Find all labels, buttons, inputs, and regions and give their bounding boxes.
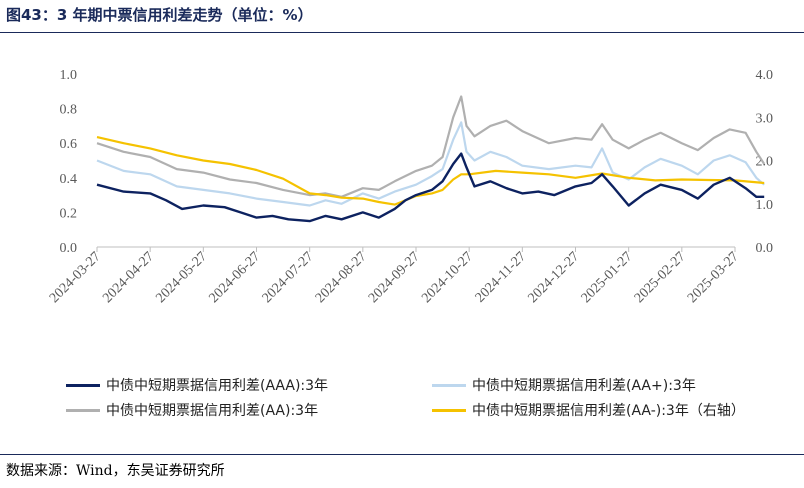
legend-label-aa-plus: 中债中短期票据信用利差(AA+):3年	[472, 378, 696, 394]
series-line-aa	[96, 95, 766, 198]
bottom-rule	[0, 454, 804, 455]
x-tick-label: 2024-09-27	[366, 249, 423, 306]
legend: 中债中短期票据信用利差(AAA):3年 中债中短期票据信用利差(AA+):3年 …	[0, 360, 804, 420]
x-tick-label: 2024-11-27	[473, 249, 529, 305]
source-note: 数据来源：Wind，东吴证券研究所	[6, 463, 225, 479]
x-tick-label: 2024-08-27	[313, 249, 370, 306]
chart-title: 图43：3 年期中票信用利差走势（单位：%）	[6, 6, 313, 24]
legend-swatch-aa-minus	[432, 408, 466, 412]
series-line-aa-minus	[96, 136, 765, 206]
y-left-tick-label: 0.8	[60, 103, 78, 118]
x-tick-label: 2024-04-27	[100, 249, 157, 306]
y-right-tick-label: 0.0	[756, 241, 774, 256]
y-left-tick-label: 0.6	[60, 137, 78, 152]
legend-swatch-aa	[66, 408, 100, 412]
x-tick-label: 2024-10-27	[419, 249, 476, 306]
y-right-tick-label: 3.0	[756, 111, 774, 126]
legend-item-aaa: 中债中短期票据信用利差(AAA):3年	[66, 375, 328, 395]
top-rule	[0, 32, 804, 33]
y-left-tick-label: 0.0	[60, 241, 78, 256]
series-line-aa-plus	[96, 121, 765, 207]
legend-item-aa-minus: 中债中短期票据信用利差(AA-):3年（右轴）	[432, 400, 745, 420]
x-tick-label: 2024-12-27	[526, 249, 583, 306]
x-tick-label: 2025-03-27	[685, 249, 742, 306]
legend-swatch-aa-plus	[432, 383, 466, 387]
y-left-tick-label: 0.4	[60, 172, 78, 187]
legend-item-aa: 中债中短期票据信用利差(AA):3年	[66, 400, 318, 420]
y-right-tick-label: 2.0	[756, 155, 774, 170]
line-chart: 2024-03-272024-04-272024-05-272024-06-27…	[47, 68, 774, 306]
legend-item-aa-plus: 中债中短期票据信用利差(AA+):3年	[432, 375, 696, 395]
x-tick-label: 2024-03-27	[47, 249, 104, 306]
series-line-aaa	[96, 152, 765, 223]
y-left-tick-label: 1.0	[60, 68, 78, 83]
legend-label-aa: 中债中短期票据信用利差(AA):3年	[106, 403, 319, 419]
legend-swatch-aaa	[66, 383, 100, 387]
x-tick-label: 2024-07-27	[260, 249, 317, 306]
x-tick-label: 2024-06-27	[207, 249, 264, 306]
y-right-tick-label: 4.0	[756, 68, 774, 83]
y-right-tick-label: 1.0	[756, 198, 774, 213]
legend-label-aaa: 中债中短期票据信用利差(AAA):3年	[106, 378, 329, 394]
x-tick-label: 2024-05-27	[153, 249, 210, 306]
legend-label-aa-minus: 中债中短期票据信用利差(AA-):3年（右轴）	[472, 403, 745, 419]
x-tick-label: 2025-01-27	[579, 249, 636, 306]
x-tick-label: 2025-02-27	[632, 249, 689, 306]
y-left-tick-label: 0.2	[60, 206, 78, 221]
